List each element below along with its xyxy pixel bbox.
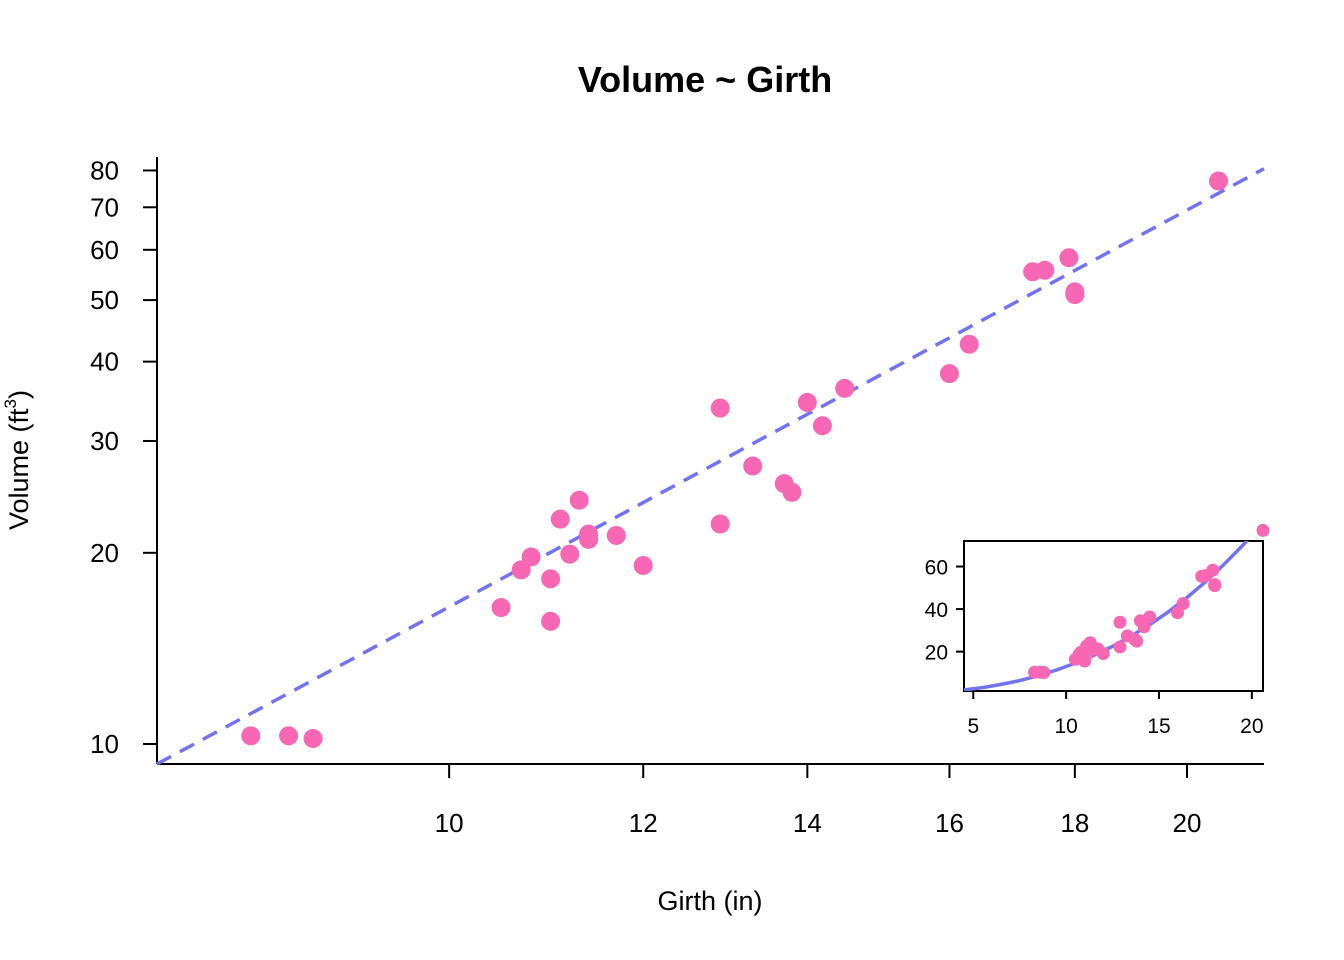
data-point-20 — [797, 392, 817, 412]
data-point-23 — [939, 364, 959, 384]
y-tick-label-2: 30 — [90, 426, 119, 456]
data-point-10 — [569, 490, 589, 510]
data-point-19 — [782, 482, 802, 502]
x-tick-label-2: 14 — [793, 808, 822, 838]
y-axis-label-group: Volume (ft3) — [1, 390, 34, 530]
data-point-26 — [1035, 260, 1055, 280]
data-point-16 — [710, 398, 730, 418]
inset-data-point-30 — [1256, 523, 1270, 537]
inset-data-point-2 — [1037, 665, 1051, 679]
y-tick-label-7: 80 — [90, 155, 119, 185]
fit-line — [156, 167, 1265, 766]
data-point-17 — [743, 456, 763, 476]
y-tick-label-5: 60 — [90, 235, 119, 265]
data-point-0 — [241, 726, 261, 746]
inset-data-point-22 — [1143, 610, 1157, 624]
inset-x-tick-label-1: 10 — [1054, 715, 1077, 738]
data-point-12 — [579, 524, 599, 544]
main-point-group — [241, 171, 1228, 749]
inset-tick-group: 5 10 15 20 20 40 60 — [925, 557, 1264, 738]
inset-y-tick-label-1: 40 — [925, 599, 948, 622]
data-point-9 — [560, 544, 580, 564]
inset-data-point-19 — [1130, 634, 1144, 648]
inset-point-group — [1028, 523, 1270, 679]
inset-frame — [963, 540, 1264, 692]
data-point-1 — [279, 726, 299, 746]
inset-x-tick-label-3: 20 — [1240, 715, 1263, 738]
data-point-2 — [303, 729, 323, 749]
y-tick-label-0: 10 — [90, 729, 119, 759]
main-fit-group — [156, 167, 1265, 766]
data-point-7 — [541, 569, 561, 589]
x-tick-label-1: 12 — [629, 808, 658, 838]
inset-y-tick-label-0: 20 — [925, 642, 948, 665]
data-point-15 — [710, 514, 730, 534]
data-point-30 — [1208, 171, 1228, 191]
inset-data-point-14 — [1096, 647, 1110, 661]
inset-plot: 5 10 15 20 20 40 60 — [925, 523, 1270, 738]
y-tick-label-3: 40 — [90, 347, 119, 377]
inset-data-point-27 — [1206, 563, 1220, 577]
y-axis-label-superscript: 3 — [1, 399, 20, 408]
data-point-8 — [550, 509, 570, 529]
data-point-3 — [491, 598, 511, 618]
y-axis-label-main: Volume (ft — [4, 408, 34, 530]
inset-data-point-29 — [1208, 579, 1222, 593]
inset-x-tick-label-2: 15 — [1147, 715, 1170, 738]
data-point-4 — [511, 560, 531, 580]
data-point-24 — [959, 334, 979, 354]
x-tick-label-0: 10 — [435, 808, 464, 838]
y-tick-label-6: 70 — [90, 192, 119, 222]
data-point-14 — [633, 556, 653, 576]
data-point-29 — [1065, 285, 1085, 305]
inset-data-point-16 — [1113, 615, 1127, 629]
inset-data-point-21 — [1137, 620, 1151, 634]
data-point-13 — [606, 525, 626, 545]
x-tick-label-5: 20 — [1173, 808, 1202, 838]
data-point-27 — [1059, 248, 1079, 268]
y-axis-label: Volume (ft3) — [1, 390, 34, 530]
inset-x-tick-label-0: 5 — [967, 715, 979, 738]
y-tick-label-4: 50 — [90, 285, 119, 315]
data-point-22 — [835, 378, 855, 398]
inset-data-point-24 — [1176, 597, 1190, 611]
y-axis-label-close: ) — [4, 390, 34, 399]
chart-title: Volume ~ Girth — [578, 59, 832, 100]
main-tick-group: 10 12 14 16 18 20 10 20 30 40 50 60 70 80 — [90, 155, 1201, 838]
x-tick-label-3: 16 — [935, 808, 964, 838]
data-point-5 — [521, 547, 541, 567]
inset-y-tick-label-2: 60 — [925, 557, 948, 580]
data-point-21 — [812, 416, 832, 436]
y-tick-label-1: 20 — [90, 538, 119, 568]
data-point-6 — [541, 611, 561, 631]
x-tick-label-4: 18 — [1060, 808, 1089, 838]
x-axis-label: Girth (in) — [657, 886, 762, 916]
inset-data-point-15 — [1113, 640, 1127, 654]
